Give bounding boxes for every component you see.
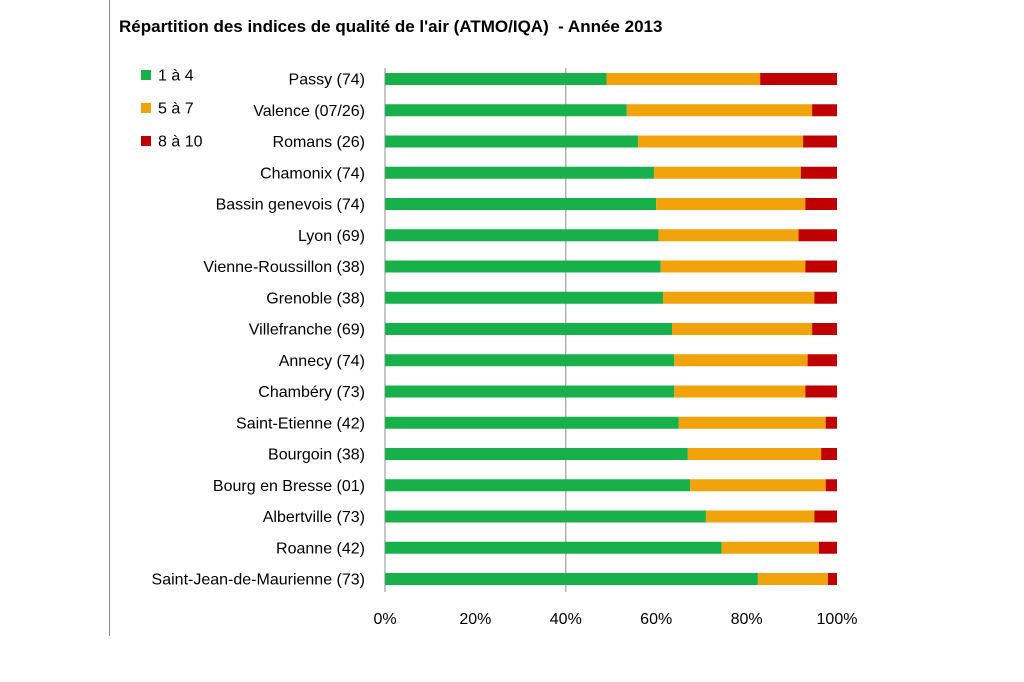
category-label: Bourg en Bresse (01): [213, 478, 365, 495]
category-label: Lyon (69): [298, 228, 365, 245]
category-label: Villefranche (69): [249, 322, 365, 339]
legend-label-3: 8 à 10: [158, 134, 203, 151]
legend-swatch-3: [141, 136, 151, 146]
category-label: Annecy (74): [279, 353, 365, 370]
bar-segment-3-1: [760, 73, 837, 85]
bar-segment-2-13: [687, 448, 822, 460]
bar-segment-2-2: [626, 104, 813, 117]
bar-segment-3-10: [807, 354, 837, 367]
bar-segment-2-9: [672, 323, 813, 335]
category-label: Valence (07/26): [253, 103, 365, 120]
category-label: Vienne-Roussillon (38): [203, 259, 365, 276]
legend: 1 à 4 5 à 7 8 à 10: [141, 68, 203, 151]
bars: [385, 73, 837, 585]
x-tick-label: 40%: [550, 611, 582, 628]
bar-segment-1-15: [385, 510, 706, 523]
bar-segment-2-6: [658, 229, 799, 242]
bar-segment-3-14: [825, 479, 837, 492]
bar-segment-3-13: [821, 448, 837, 460]
bar-segment-1-7: [385, 260, 661, 273]
category-label: Grenoble (38): [266, 290, 365, 307]
category-label: Saint-Etienne (42): [236, 415, 365, 432]
bar-segment-1-17: [385, 573, 758, 585]
bar-segment-2-5: [656, 198, 806, 210]
bar-segment-2-11: [674, 385, 806, 398]
category-label: Albertville (73): [263, 509, 365, 526]
bar-segment-3-5: [805, 198, 837, 210]
bar-segment-1-8: [385, 291, 663, 304]
bar-segment-3-15: [814, 510, 837, 523]
bar-segment-1-9: [385, 323, 673, 335]
bar-segment-3-4: [800, 166, 837, 179]
x-tick-label: 0%: [373, 611, 396, 628]
category-label: Chamonix (74): [260, 165, 365, 182]
bar-segment-3-11: [805, 385, 837, 398]
bar-segment-1-13: [385, 448, 688, 460]
bar-segment-3-7: [805, 260, 837, 273]
bar-segment-1-3: [385, 135, 639, 148]
bar-segment-2-15: [705, 510, 815, 523]
bar-segment-2-12: [678, 416, 826, 429]
bar-segment-2-10: [674, 354, 808, 367]
x-tick-label: 100%: [817, 611, 858, 628]
bar-segment-1-1: [385, 73, 607, 85]
bar-segment-3-2: [812, 104, 837, 117]
bar-segment-1-16: [385, 541, 722, 554]
bar-segment-3-3: [803, 135, 837, 148]
bar-segment-3-6: [798, 229, 837, 242]
bar-segment-3-17: [827, 573, 837, 585]
bar-segment-1-6: [385, 229, 659, 242]
bar-segment-1-12: [385, 416, 679, 429]
bar-segment-2-4: [653, 166, 801, 179]
bar-segment-1-10: [385, 354, 675, 367]
bar-segment-1-5: [385, 198, 657, 210]
left-border-rule: [109, 0, 110, 636]
x-tick-label: 20%: [459, 611, 491, 628]
legend-swatch-2: [141, 103, 151, 113]
bar-segment-2-17: [757, 573, 828, 585]
category-label: Passy (74): [289, 72, 365, 89]
bar-segment-2-7: [660, 260, 806, 273]
bar-segment-2-14: [690, 479, 826, 492]
bar-segment-3-8: [814, 291, 837, 304]
bar-segment-1-2: [385, 104, 627, 117]
category-label: Chambéry (73): [258, 384, 365, 401]
x-axis-ticks: 0% 20% 40% 60% 80% 100%: [373, 611, 857, 628]
legend-swatch-1: [141, 70, 151, 80]
category-label: Romans (26): [273, 134, 365, 151]
bar-segment-3-16: [818, 541, 837, 554]
bar-segment-2-16: [721, 541, 819, 554]
legend-label-1: 1 à 4: [158, 68, 194, 85]
x-tick-label: 60%: [640, 611, 672, 628]
bar-segment-3-12: [825, 416, 837, 429]
category-label: Roanne (42): [276, 540, 365, 557]
legend-label-2: 5 à 7: [158, 101, 194, 118]
bar-segment-2-3: [638, 135, 804, 148]
bar-segment-2-1: [606, 73, 761, 85]
category-label: Bassin genevois (74): [216, 197, 365, 214]
category-label: Bourgoin (38): [268, 447, 365, 464]
bar-segment-2-8: [662, 291, 815, 304]
bar-segment-1-14: [385, 479, 691, 492]
bar-segment-1-4: [385, 166, 654, 179]
bar-segment-3-9: [812, 323, 837, 335]
category-labels: Passy (74) Valence (07/26) Romans (26) Cham…: [152, 72, 365, 589]
bar-segment-1-11: [385, 385, 675, 398]
chart-title: Répartition des indices de qualité de l'…: [119, 17, 663, 36]
category-label: Saint-Jean-de-Maurienne (73): [152, 572, 365, 589]
x-tick-label: 80%: [731, 611, 763, 628]
